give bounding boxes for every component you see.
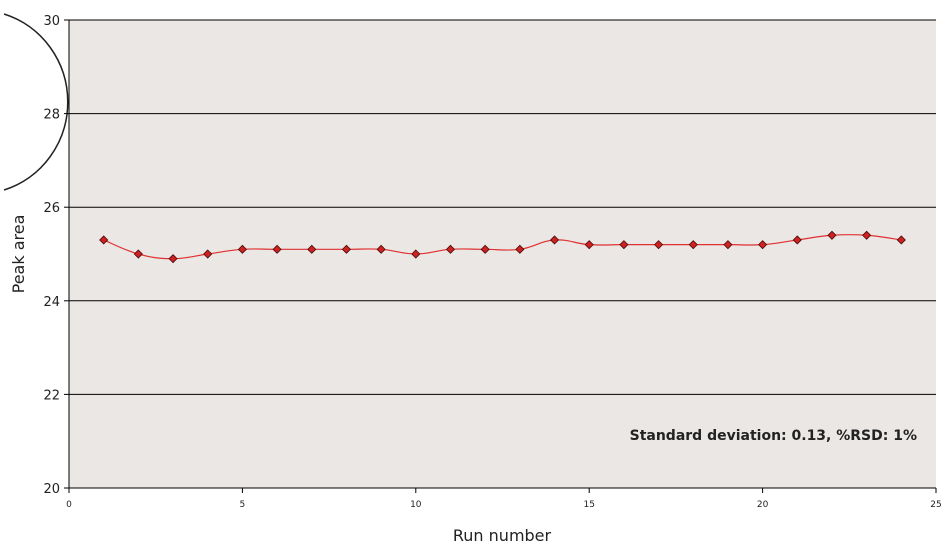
data-point-9	[376, 244, 386, 254]
x-tick-label: 10	[410, 500, 422, 510]
statistics-annotation: Standard deviation: 0.13, %RSD: 1%	[630, 428, 917, 444]
data-point-15	[584, 240, 594, 250]
data-markers	[99, 230, 906, 264]
x-tick-label: 25	[930, 500, 941, 510]
data-point-19	[723, 240, 733, 250]
data-point-18	[688, 240, 698, 250]
data-point-4	[203, 249, 213, 259]
data-point-10	[411, 249, 421, 259]
data-point-11	[445, 244, 456, 254]
y-tick-label: 22	[43, 388, 60, 403]
data-point-7	[307, 244, 317, 254]
gridlines	[64, 19, 936, 489]
y-tick-label: 28	[43, 108, 60, 123]
data-point-22	[827, 230, 837, 240]
decorative-arc	[3, 13, 69, 191]
x-axis-label: Run number	[453, 526, 552, 545]
data-point-12	[480, 244, 490, 254]
y-tick-label: 30	[43, 14, 60, 29]
data-point-8	[341, 244, 352, 254]
data-point-23	[862, 230, 872, 240]
data-point-5	[237, 244, 247, 254]
y-tick-labels: 20 22 24 26 28 30	[43, 14, 60, 497]
data-point-20	[758, 240, 768, 250]
data-point-2	[133, 249, 143, 259]
x-tick-label: 5	[240, 500, 246, 510]
x-tick-label: 15	[583, 500, 594, 510]
y-tick-label: 20	[43, 482, 60, 497]
data-point-3	[168, 254, 178, 264]
data-point-21	[792, 235, 802, 245]
data-point-13	[515, 244, 525, 254]
x-tick-label: 20	[757, 500, 769, 510]
data-point-24	[896, 235, 906, 245]
data-point-16	[619, 240, 629, 250]
data-point-14	[549, 235, 560, 245]
data-point-6	[272, 244, 282, 254]
data-point-17	[653, 240, 664, 250]
plot-area	[69, 20, 936, 488]
x-tick-labels: 0 5 10 15 20 25	[66, 500, 942, 510]
x-tick-label: 0	[66, 500, 72, 510]
y-tick-label: 24	[43, 295, 60, 310]
y-tick-label: 26	[43, 201, 60, 216]
data-point-1	[99, 235, 109, 245]
axes	[68, 20, 937, 493]
y-axis-label: Peak area	[9, 215, 28, 294]
